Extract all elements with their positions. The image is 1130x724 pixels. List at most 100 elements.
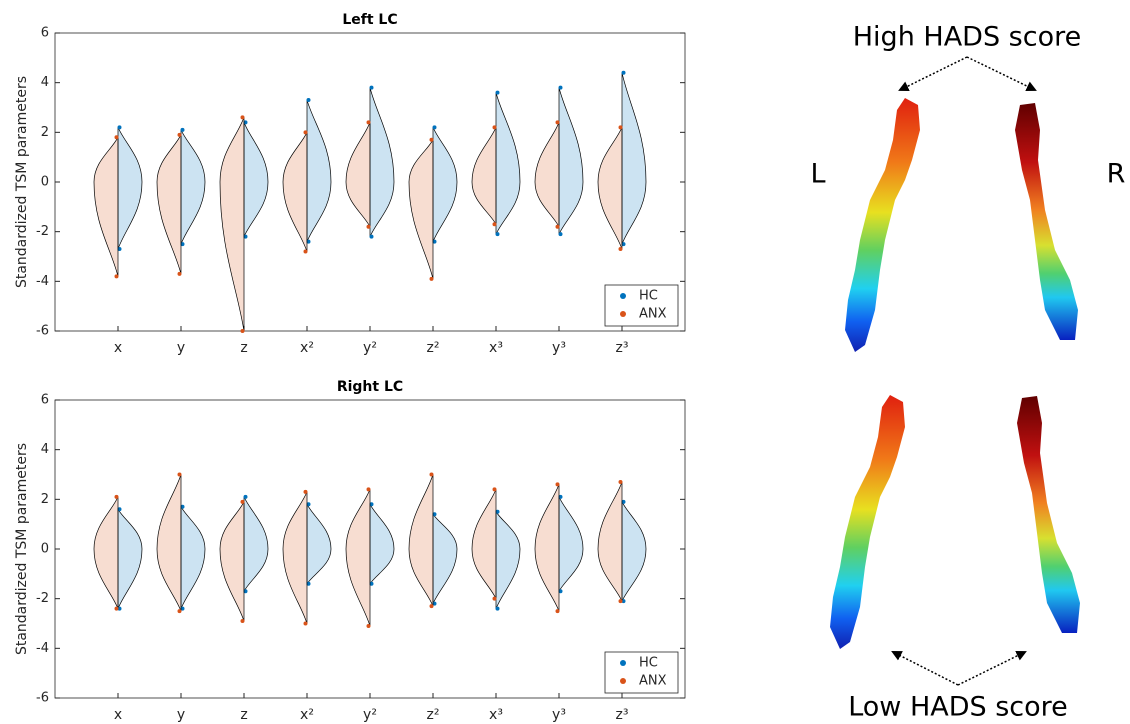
extreme-point xyxy=(495,232,500,237)
arrow xyxy=(891,651,959,686)
extreme-point xyxy=(303,249,308,254)
x-tick-label: y xyxy=(177,707,185,723)
extreme-point xyxy=(555,224,560,229)
right-lc-render xyxy=(1017,396,1080,633)
extreme-point xyxy=(621,70,626,75)
legend-label: ANX xyxy=(639,674,667,689)
extreme-point xyxy=(621,242,626,247)
half-violin xyxy=(621,72,647,245)
half-violin xyxy=(558,87,584,235)
x-tick-label: x xyxy=(114,707,122,723)
extreme-point xyxy=(306,98,311,103)
extreme-point xyxy=(618,599,623,604)
extreme-point xyxy=(429,137,434,142)
half-violin xyxy=(471,489,497,599)
half-violin xyxy=(306,99,332,242)
y-axis-label: Standardized TSM parameters xyxy=(14,76,30,288)
half-violin xyxy=(597,481,623,602)
x-tick-label: y³ xyxy=(552,707,566,723)
extreme-point xyxy=(114,494,119,499)
extreme-point xyxy=(177,271,182,276)
x-tick-label: y xyxy=(177,340,185,356)
chart-title: Right LC xyxy=(337,379,403,395)
extreme-point xyxy=(306,239,311,244)
extreme-point xyxy=(303,130,308,135)
y-tick-label: 6 xyxy=(41,393,49,408)
low-label: Low HADS score xyxy=(848,692,1068,723)
y-tick-label: 6 xyxy=(41,26,49,41)
extreme-point xyxy=(555,482,560,487)
extreme-point xyxy=(492,125,497,130)
half-violin xyxy=(534,484,560,612)
y-tick-label: 4 xyxy=(41,442,49,457)
extreme-point xyxy=(114,274,119,279)
extreme-point xyxy=(369,85,374,90)
extreme-point xyxy=(240,329,245,333)
legend-marker xyxy=(620,293,626,299)
x-tick-label: x² xyxy=(300,707,314,723)
extreme-point xyxy=(429,472,434,477)
extreme-point xyxy=(117,125,122,130)
right-label: R xyxy=(1107,159,1126,190)
extreme-point xyxy=(369,502,374,507)
y-tick-label: -6 xyxy=(36,324,49,339)
x-tick-label: y² xyxy=(363,340,377,356)
extreme-point xyxy=(558,85,563,90)
extreme-point xyxy=(114,135,119,140)
x-tick-label: z² xyxy=(427,707,440,723)
extreme-point xyxy=(621,499,626,504)
half-violin xyxy=(597,127,623,250)
extreme-point xyxy=(495,509,500,514)
y-axis-label: Standardized TSM parameters xyxy=(14,443,30,655)
extreme-point xyxy=(240,115,245,120)
legend-box xyxy=(604,651,679,694)
extreme-point xyxy=(180,242,185,247)
extreme-point xyxy=(366,623,371,628)
x-tick-label: x³ xyxy=(489,707,503,723)
y-tick-label: -6 xyxy=(36,691,49,706)
legend-label: HC xyxy=(639,656,658,671)
extreme-point xyxy=(306,581,311,586)
x-tick-label: x³ xyxy=(489,340,503,356)
extreme-point xyxy=(558,589,563,594)
half-violin xyxy=(345,122,371,227)
half-violin xyxy=(369,87,395,237)
half-violin xyxy=(432,127,458,242)
half-violin xyxy=(93,137,119,277)
x-tick-label: z xyxy=(240,707,247,723)
y-tick-label: 4 xyxy=(41,75,49,90)
legend-marker xyxy=(620,678,626,684)
extreme-point xyxy=(306,502,311,507)
y-tick-label: -4 xyxy=(36,274,49,289)
y-tick-label: -2 xyxy=(36,591,49,606)
extreme-point xyxy=(303,489,308,494)
extreme-point xyxy=(177,609,182,614)
extreme-point xyxy=(558,494,563,499)
y-tick-label: -4 xyxy=(36,641,49,656)
y-tick-label: 0 xyxy=(41,542,49,557)
half-violin xyxy=(345,489,371,627)
arrow xyxy=(966,56,1037,92)
half-violin xyxy=(408,138,434,279)
x-tick-label: x xyxy=(114,340,122,356)
extreme-point xyxy=(618,479,623,484)
legend-marker xyxy=(620,660,626,666)
extreme-point xyxy=(117,507,122,512)
extreme-point xyxy=(492,596,497,601)
y-tick-label: 2 xyxy=(41,125,49,140)
arrows xyxy=(891,56,1037,686)
extreme-point xyxy=(432,239,437,244)
y-tick-label: 2 xyxy=(41,492,49,507)
extreme-point xyxy=(117,247,122,252)
left-lc-render xyxy=(845,98,920,352)
legend-label: HC xyxy=(639,289,658,304)
half-violin xyxy=(432,513,458,604)
extreme-point xyxy=(495,606,500,611)
x-tick-label: z³ xyxy=(616,340,629,356)
extreme-point xyxy=(555,609,560,614)
extreme-point xyxy=(303,621,308,626)
x-tick-label: y² xyxy=(363,707,377,723)
half-violin xyxy=(117,127,143,250)
legend-marker xyxy=(620,311,626,317)
chart-title: Left LC xyxy=(342,12,397,28)
